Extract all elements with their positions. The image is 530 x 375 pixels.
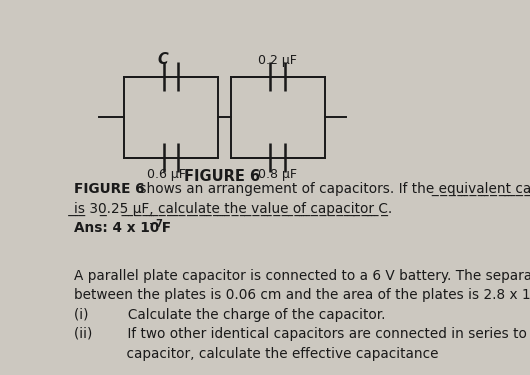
Text: (ii)        If two other identical capacitors are connected in series to the: (ii) If two other identical capacitors a… <box>74 327 530 342</box>
Text: Ans: 4 x 10: Ans: 4 x 10 <box>74 221 160 236</box>
Text: FIGURE 6: FIGURE 6 <box>74 182 145 196</box>
Text: (i)         Calculate the charge of the capacitor.: (i) Calculate the charge of the capacito… <box>74 308 386 322</box>
Text: ̲i̲s̲ 30̲.25̲ ̲μ̲F̲,̲ ̲c̲a̲l̲c̲u̲l̲a̲t̲e̲ ̲t̲h̲e̲ ̲v̲a̲l̲u̲e̲ ̲o̲f̲ ̲c̲a̲p̲a̲c̲i: ̲i̲s̲ 30̲.25̲ ̲μ̲F̲,̲ ̲c̲a̲l̲c̲u̲l̲a̲t̲e… <box>74 202 393 216</box>
Text: FIGURE 6: FIGURE 6 <box>184 169 260 184</box>
Text: 0.6 μF: 0.6 μF <box>147 168 187 181</box>
Text: capacitor, calculate the effective capacitance: capacitor, calculate the effective capac… <box>74 347 439 361</box>
Text: −7: −7 <box>149 219 164 229</box>
Text: between the plates is 0.06 cm and the area of the plates is 2.8 x 10⁴ mm².: between the plates is 0.06 cm and the ar… <box>74 288 530 302</box>
Text: shows an arrangement of capacitors. If the ̲e̲q̲u̲i̲v̲a̲l̲e̲n̲t̲ ̲c̲a̲p̲a̲c̲i̲t̲: shows an arrangement of capacitors. If t… <box>135 182 530 196</box>
Text: A parallel plate capacitor is connected to a 6 V battery. The separation distanc: A parallel plate capacitor is connected … <box>74 268 530 282</box>
Text: F: F <box>157 221 171 236</box>
Text: 0.2 μF: 0.2 μF <box>258 54 297 67</box>
Text: 0.8 μF: 0.8 μF <box>258 168 297 181</box>
Text: C: C <box>157 52 168 67</box>
